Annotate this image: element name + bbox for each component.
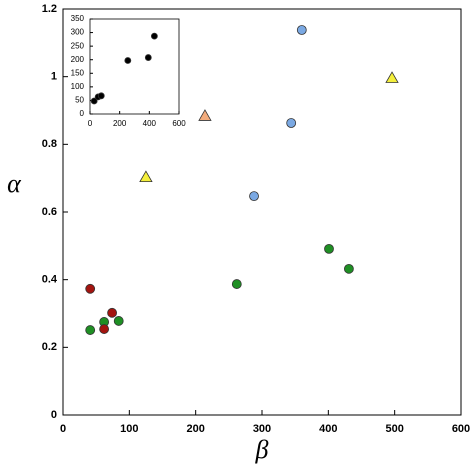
y-tick-label: 50 xyxy=(75,96,84,105)
x-tick-label: 0 xyxy=(88,119,93,128)
point xyxy=(124,57,132,64)
x-tick-label: 200 xyxy=(186,423,204,435)
point xyxy=(107,307,117,318)
point xyxy=(249,191,259,201)
x-tick-label: 0 xyxy=(60,423,66,435)
point xyxy=(99,324,110,334)
plot-frame xyxy=(89,18,180,115)
point xyxy=(90,97,98,105)
y-tick-label: 0.6 xyxy=(42,206,57,218)
point xyxy=(231,279,242,289)
y-tick-label: 0.8 xyxy=(42,138,57,150)
x-tick-label: 600 xyxy=(172,119,186,128)
y-axis-label: α xyxy=(7,169,22,198)
y-tick-label: 0 xyxy=(80,109,85,118)
y-tick-label: 150 xyxy=(71,68,85,77)
x-tick-label: 400 xyxy=(319,423,337,435)
y-tick-label: 200 xyxy=(71,55,85,64)
y-tick-label: 1 xyxy=(51,71,57,83)
y-tick-label: 0 xyxy=(51,409,57,421)
x-tick-label: 100 xyxy=(120,423,138,435)
point xyxy=(144,54,152,61)
y-tick-label: 250 xyxy=(71,41,85,50)
x-tick-label: 400 xyxy=(143,119,157,128)
y-tick-label: 0.4 xyxy=(42,274,58,286)
plot-frame xyxy=(62,8,462,416)
x-tick-label: 500 xyxy=(385,423,403,435)
x-tick-label: 200 xyxy=(113,119,127,128)
point xyxy=(150,32,158,40)
point xyxy=(286,118,297,128)
point xyxy=(198,109,212,121)
x-tick-label: 300 xyxy=(253,423,271,435)
y-tick-label: 1.2 xyxy=(42,3,57,15)
y-tick-label: 0.2 xyxy=(42,341,57,353)
point xyxy=(296,25,307,35)
y-tick-label: 350 xyxy=(71,14,85,23)
point xyxy=(85,283,96,294)
point xyxy=(343,263,354,274)
point xyxy=(113,316,124,326)
point xyxy=(324,243,334,254)
point xyxy=(97,92,105,100)
point xyxy=(85,325,96,335)
x-tick-label: 600 xyxy=(452,423,470,435)
x-axis-label: β xyxy=(255,435,269,464)
y-tick-label: 300 xyxy=(71,28,85,37)
point xyxy=(385,71,399,83)
y-tick-label: 100 xyxy=(71,82,85,91)
point xyxy=(139,170,153,183)
